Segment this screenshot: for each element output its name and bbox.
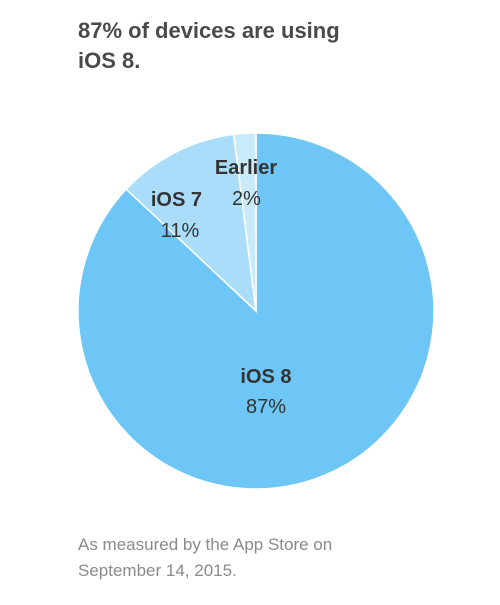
slice-label: iOS 7 — [151, 189, 202, 211]
value-label: 11% — [161, 220, 200, 242]
chart-title: 87% of devices are using iOS 8. — [78, 18, 340, 73]
footnote: As measured by the App Store on Septembe… — [78, 535, 333, 580]
chart: iOS 8 87% iOS 7 11% Earlier 2% — [77, 132, 435, 490]
value-label: 2% — [232, 188, 261, 210]
pie-slice — [125, 133, 258, 313]
value-label: 87% — [246, 396, 286, 418]
slice-label: Earlier — [215, 157, 277, 179]
pie-slice — [232, 132, 257, 312]
pie-slice — [77, 132, 435, 490]
slice-label: iOS 8 — [240, 366, 291, 388]
